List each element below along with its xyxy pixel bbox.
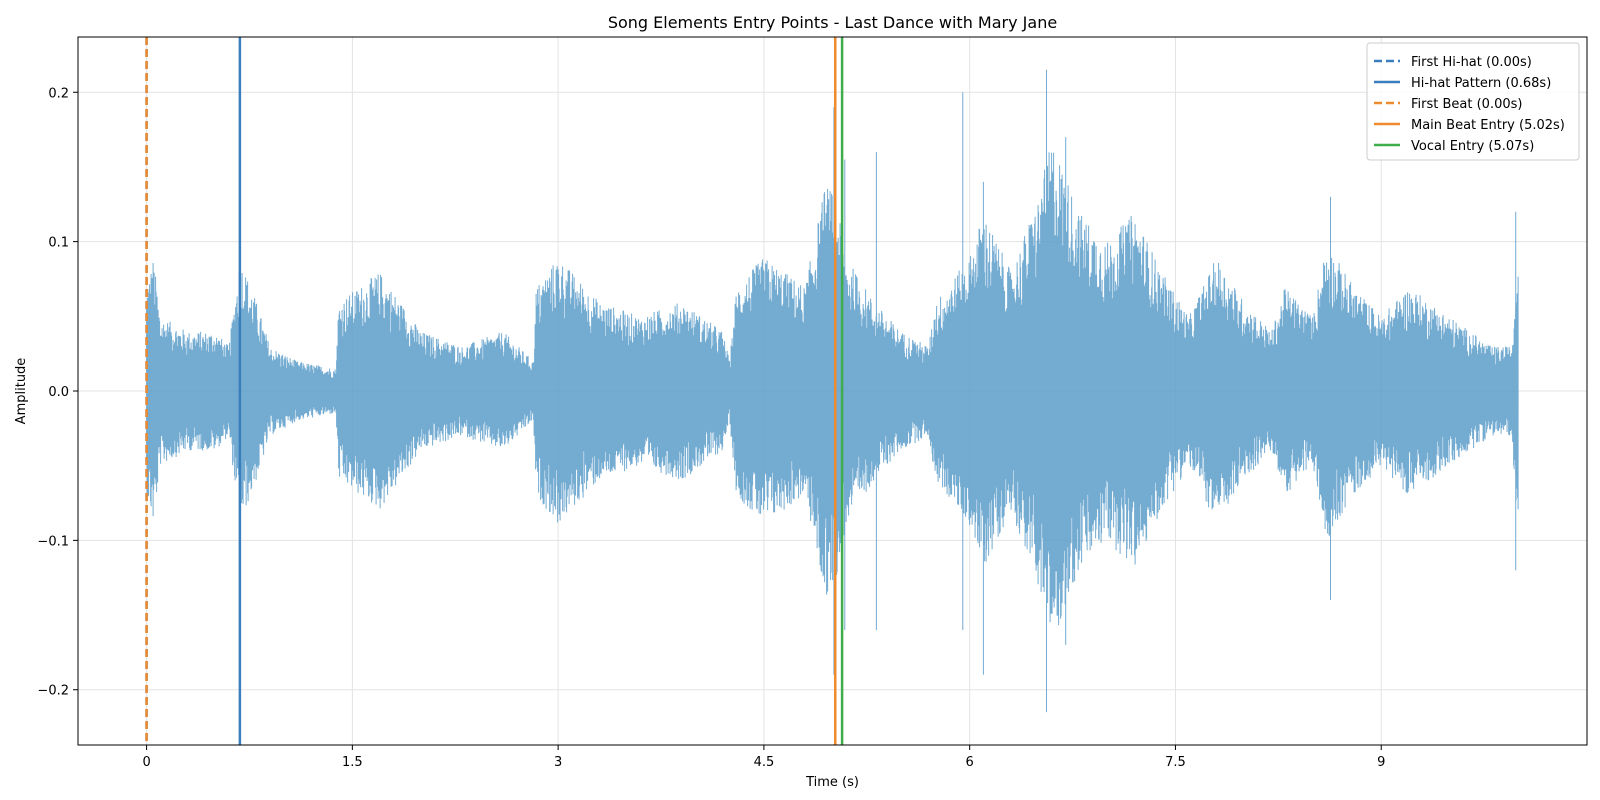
entry-lines: [145, 37, 844, 745]
x-tick-label: 7.5: [1165, 755, 1186, 770]
legend-label: Hi-hat Pattern (0.68s): [1411, 76, 1551, 91]
y-tick-label: 0.1: [48, 236, 69, 251]
axis-ticks: 0 1.5 3 4.5 6 7.5 9 −0.2 −0.1 0.0 0.1 0.2: [37, 86, 1385, 770]
waveform: [146, 69, 1519, 713]
y-axis-label: Amplitude: [14, 358, 29, 425]
x-axis-label: Time (s): [805, 775, 859, 790]
y-tick-label: −0.2: [37, 684, 69, 699]
x-tick-label: 0: [142, 755, 150, 770]
legend-box: [1366, 42, 1580, 161]
waveform-trace: [146, 69, 1519, 713]
legend-label: First Beat (0.00s): [1411, 97, 1522, 112]
x-tick-label: 9: [1377, 755, 1385, 770]
y-tick-label: 0.0: [48, 385, 69, 400]
legend-label: First Hi-hat (0.00s): [1411, 55, 1532, 70]
y-tick-label: 0.2: [48, 86, 69, 101]
x-tick-label: 3: [554, 755, 562, 770]
x-tick-label: 4.5: [754, 755, 775, 770]
legend-label: Vocal Entry (5.07s): [1411, 139, 1534, 154]
legend: First Hi-hat (0.00s) Hi-hat Pattern (0.68…: [1366, 42, 1580, 161]
legend-label: Main Beat Entry (5.02s): [1411, 118, 1565, 133]
x-tick-label: 1.5: [342, 755, 363, 770]
chart-title: Song Elements Entry Points - Last Dance …: [608, 13, 1057, 32]
x-tick-label: 6: [966, 755, 974, 770]
y-tick-label: −0.1: [37, 534, 69, 549]
